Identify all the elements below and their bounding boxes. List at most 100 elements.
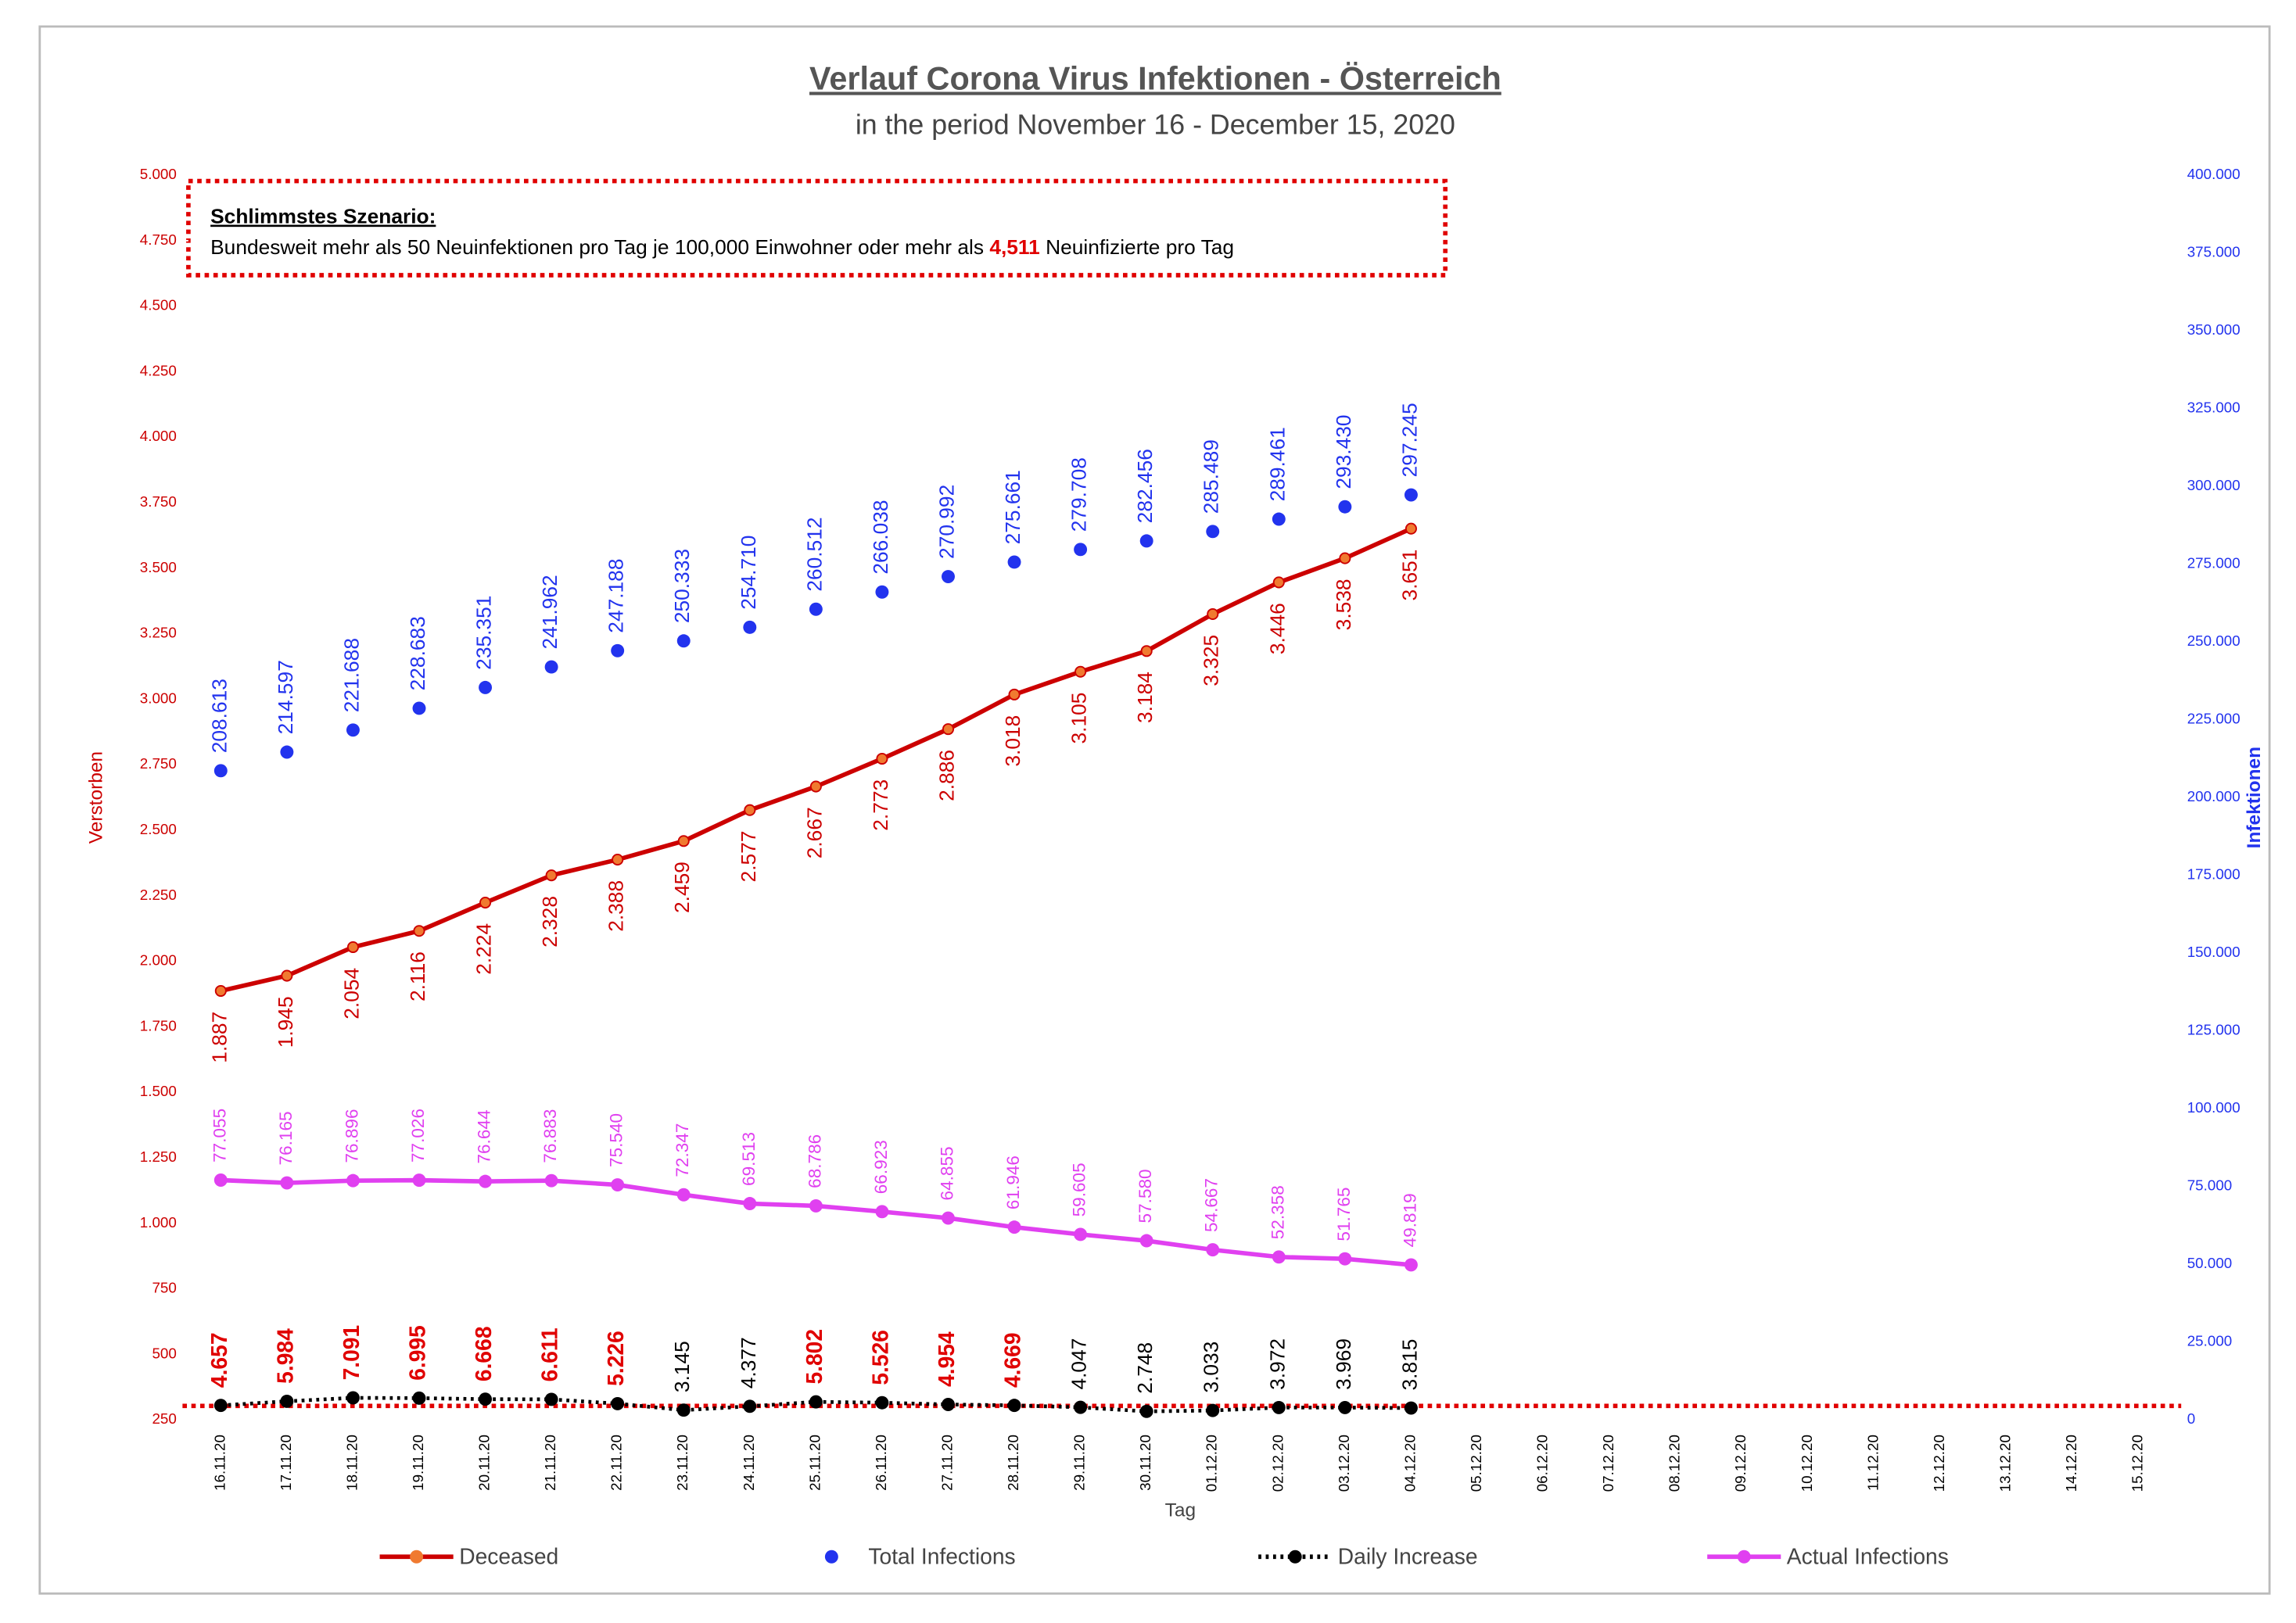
x-tick-label: 19.11.20 <box>410 1435 426 1491</box>
value-label: 69.513 <box>739 1132 759 1186</box>
value-label: 57.580 <box>1135 1169 1155 1223</box>
value-label: 4.047 <box>1067 1338 1091 1390</box>
value-label: 76.896 <box>342 1109 361 1163</box>
y2-tick-label: 250.000 <box>2187 632 2240 649</box>
x-tick-label: 15.12.20 <box>2129 1435 2146 1492</box>
marker <box>346 1173 360 1188</box>
value-label: 289.461 <box>1265 427 1289 501</box>
value-label: 1.887 <box>207 1012 231 1063</box>
marker <box>479 1392 493 1406</box>
x-tick-label: 04.12.20 <box>1401 1435 1418 1492</box>
y-tick-label: 3.000 <box>140 690 177 706</box>
marker <box>545 869 558 882</box>
value-label: 4.377 <box>737 1337 760 1388</box>
marker <box>875 1395 889 1410</box>
marker <box>1007 555 1021 569</box>
marker <box>875 585 889 599</box>
value-label: 3.105 <box>1067 693 1091 744</box>
value-label: 49.819 <box>1400 1193 1419 1247</box>
value-label: 247.188 <box>604 559 628 633</box>
value-label: 2.748 <box>1133 1342 1157 1394</box>
value-label: 6.611 <box>537 1327 562 1381</box>
value-label: 2.667 <box>802 807 826 858</box>
x-tick-label: 23.11.20 <box>674 1435 691 1491</box>
marker <box>1007 1220 1021 1234</box>
value-label: 7.091 <box>339 1325 364 1381</box>
value-label: 285.489 <box>1200 439 1223 514</box>
y-tick-label: 5.000 <box>140 166 177 182</box>
annotation-threshold: 4,511 <box>989 235 1039 259</box>
legend-marker <box>1737 1550 1751 1564</box>
value-label: 61.946 <box>1003 1155 1023 1209</box>
value-label: 5.226 <box>603 1331 628 1386</box>
x-axis-label: Tag <box>1165 1499 1196 1521</box>
y2-axis-label: Infektionen <box>2244 747 2265 848</box>
chart-subtitle: in the period November 16 - December 15,… <box>856 109 1455 140</box>
value-label: 3.969 <box>1332 1338 1355 1390</box>
marker <box>1272 576 1285 589</box>
y2-tick-label: 125.000 <box>2187 1022 2240 1038</box>
marker <box>611 1396 625 1410</box>
marker <box>1206 1243 1220 1257</box>
marker <box>942 1211 955 1225</box>
y2-tick-label: 100.000 <box>2187 1099 2240 1116</box>
x-tick-label: 03.12.20 <box>1336 1435 1352 1492</box>
legend-label: Total Infections <box>868 1544 1015 1569</box>
y2-tick-label: 25.000 <box>2187 1333 2233 1349</box>
value-label: 68.786 <box>805 1134 824 1188</box>
value-label: 270.992 <box>935 485 958 559</box>
marker <box>280 1176 294 1190</box>
x-tick-label: 07.12.20 <box>1600 1435 1616 1492</box>
value-label: 2.388 <box>604 880 628 932</box>
x-tick-label: 27.11.20 <box>938 1435 955 1491</box>
value-label: 75.540 <box>607 1113 626 1167</box>
y2-tick-label: 150.000 <box>2187 944 2240 960</box>
y2-tick-label: 300.000 <box>2187 477 2240 493</box>
marker <box>1404 1401 1418 1415</box>
x-tick-label: 01.12.20 <box>1204 1435 1220 1492</box>
y-tick-label: 4.000 <box>140 428 177 444</box>
value-label: 4.954 <box>934 1331 959 1387</box>
marker <box>281 969 293 982</box>
value-label: 3.184 <box>1133 672 1157 723</box>
y2-tick-label: 75.000 <box>2187 1177 2233 1194</box>
y-tick-label: 1.000 <box>140 1214 177 1231</box>
y2-tick-label: 400.000 <box>2187 166 2240 182</box>
value-label: 2.886 <box>935 750 958 801</box>
value-label: 2.773 <box>869 779 892 831</box>
chart-title: Verlauf Corona Virus Infektionen - Öster… <box>809 60 1501 96</box>
y2-tick-label: 175.000 <box>2187 866 2240 883</box>
x-tick-label: 12.12.20 <box>1931 1435 1947 1492</box>
x-tick-label: 14.12.20 <box>2063 1435 2079 1492</box>
annotation-text: Bundesweit mehr als 50 Neuinfektionen pr… <box>210 235 1234 259</box>
legend-label: Actual Infections <box>1787 1544 1949 1569</box>
x-tick-label: 17.11.20 <box>278 1435 294 1491</box>
y2-tick-label: 0 <box>2187 1410 2195 1427</box>
x-tick-label: 16.11.20 <box>211 1435 228 1491</box>
marker <box>1338 1252 1352 1266</box>
marker <box>1139 534 1153 548</box>
value-label: 4.657 <box>206 1332 231 1388</box>
y-tick-label: 500 <box>152 1345 176 1361</box>
marker <box>1404 1258 1418 1272</box>
x-tick-label: 11.12.20 <box>1864 1435 1881 1491</box>
y-tick-label: 3.500 <box>140 559 177 575</box>
value-label: 76.165 <box>276 1111 296 1165</box>
y2-tick-label: 325.000 <box>2187 399 2240 416</box>
value-label: 228.683 <box>406 616 429 690</box>
legend-marker <box>410 1550 424 1564</box>
value-label: 64.855 <box>937 1146 956 1200</box>
value-label: 279.708 <box>1067 457 1091 532</box>
marker <box>280 1394 294 1408</box>
value-label: 250.333 <box>670 549 694 623</box>
x-tick-label: 28.11.20 <box>1005 1435 1021 1491</box>
marker <box>213 764 228 778</box>
value-label: 3.446 <box>1265 603 1289 654</box>
x-tick-label: 18.11.20 <box>343 1435 360 1491</box>
value-label: 3.325 <box>1200 635 1223 686</box>
annotation-heading: Schlimmstes Szenario: <box>210 205 436 228</box>
value-label: 266.038 <box>869 500 892 574</box>
y-tick-label: 4.500 <box>140 297 177 313</box>
marker <box>1074 665 1087 678</box>
